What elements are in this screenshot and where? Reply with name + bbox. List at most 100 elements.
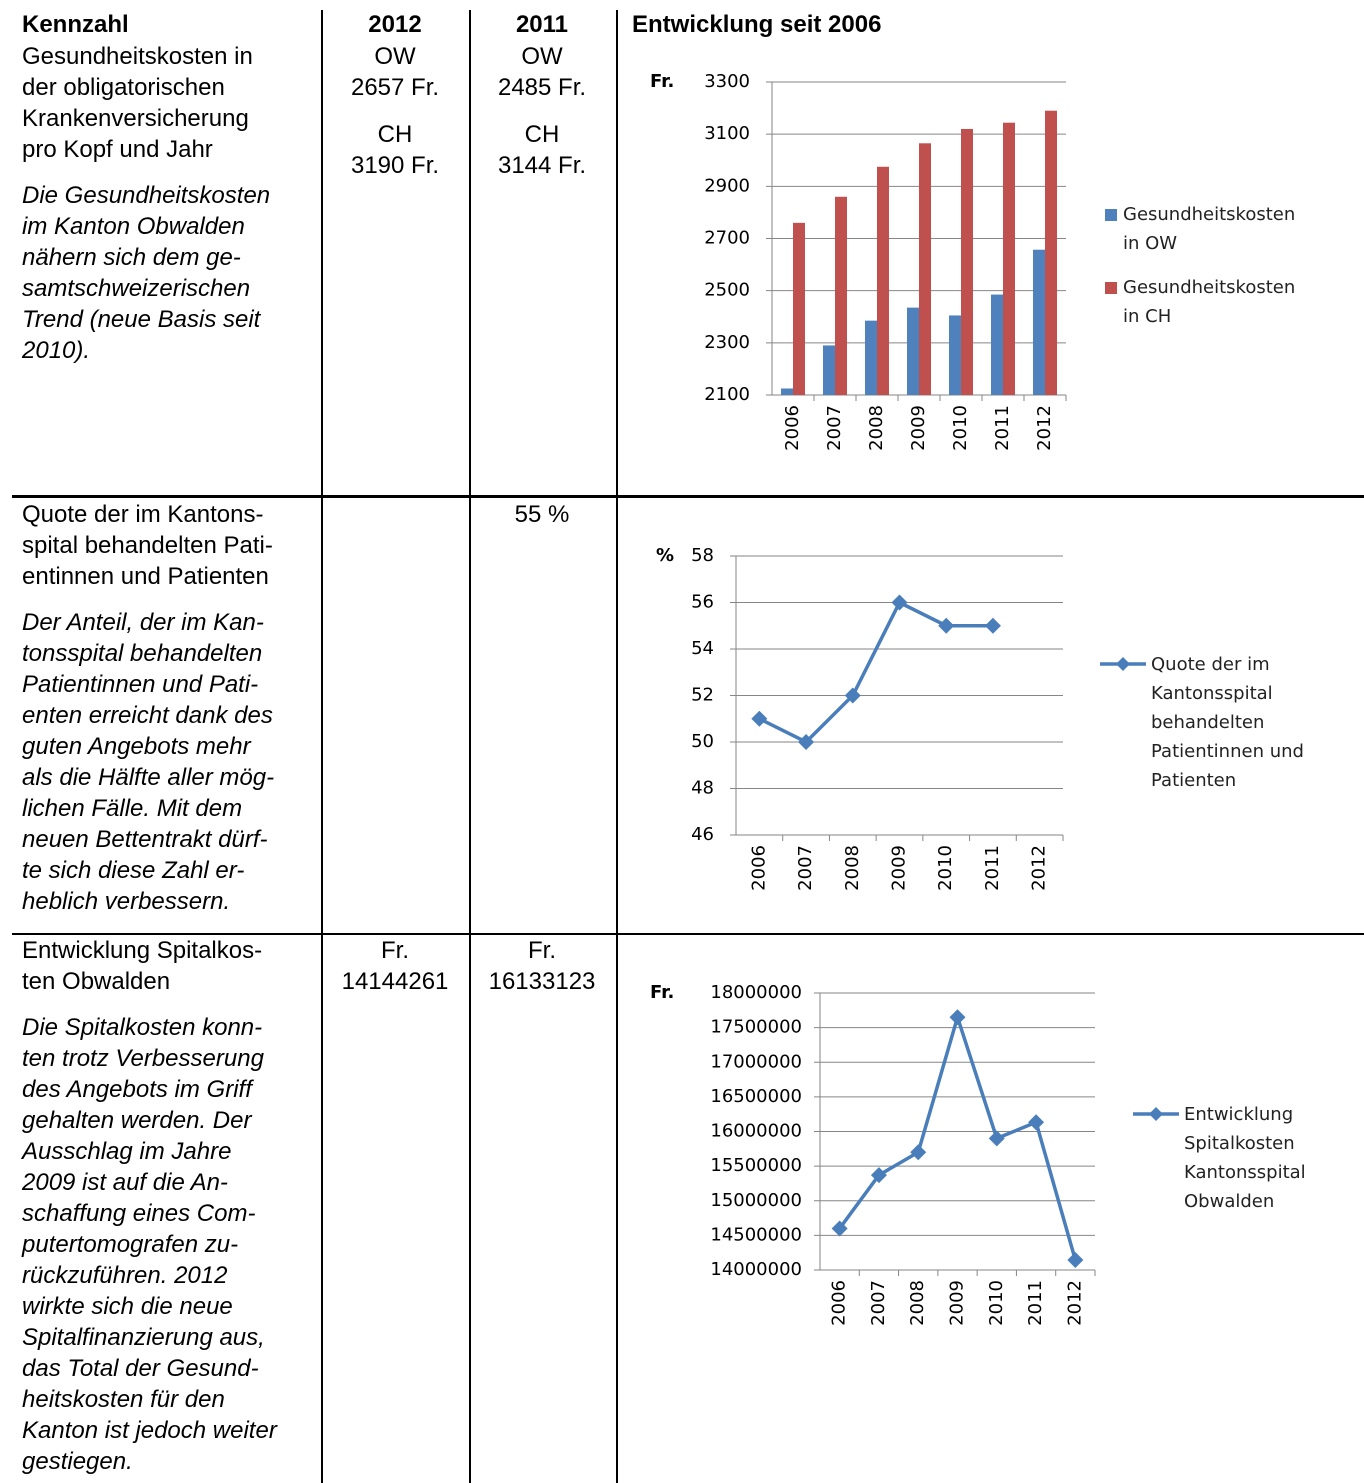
value-cell: CH (524, 121, 560, 148)
y-tick-label: 2900 (704, 175, 750, 196)
bar (1033, 249, 1045, 395)
value-cell: 2657 Fr. (350, 74, 440, 101)
row-title: Quote der im Kantons- (22, 501, 264, 528)
value-cell: 2485 Fr. (497, 74, 587, 101)
x-tick-label: 2011 (1025, 1280, 1046, 1326)
marker (1067, 1252, 1084, 1269)
row-description: Spitalfinanzierung aus, (22, 1324, 265, 1351)
x-tick-label: 2010 (986, 1280, 1007, 1326)
row-description: das Total der Gesund- (22, 1355, 259, 1382)
marker (870, 1167, 887, 1184)
marker (891, 594, 908, 611)
table-rule (12, 933, 1364, 935)
row-title: Entwicklung Spitalkos- (22, 937, 263, 964)
y-tick-label: 16000000 (710, 1121, 802, 1142)
x-tick-label: 2008 (907, 1280, 928, 1326)
y-axis-label: % (656, 545, 674, 566)
row-title: Krankenversicherung (22, 105, 249, 132)
legend-swatch (1149, 1107, 1163, 1121)
value-cell: Fr. (381, 937, 409, 964)
x-tick-label: 2010 (950, 405, 971, 451)
bar (877, 166, 889, 395)
y-tick-label: 58 (691, 545, 714, 566)
y-tick-label: 46 (691, 824, 714, 845)
row-description: enten erreicht dank des (22, 702, 273, 729)
x-tick-label: 2007 (795, 845, 816, 891)
x-tick-label: 2008 (866, 405, 887, 451)
header-cell: Entwicklung seit 2006 (632, 11, 882, 38)
row-description: Der Anteil, der im Kan- (22, 609, 264, 636)
y-tick-label: 56 (691, 592, 714, 613)
x-tick-label: 2009 (947, 1280, 968, 1326)
marker (910, 1144, 927, 1161)
legend-swatch (1116, 657, 1130, 671)
x-tick-label: 2011 (982, 845, 1003, 891)
y-tick-label: 17000000 (710, 1051, 802, 1072)
y-tick-label: 16500000 (710, 1086, 802, 1107)
bar (1045, 110, 1057, 396)
row-description: im Kanton Obwalden (22, 213, 245, 240)
row-title: spital behandelten Pati- (22, 532, 273, 559)
row-description: wirkte sich die neue (22, 1293, 233, 1320)
x-tick-label: 2011 (992, 405, 1013, 451)
row-description: heblich verbessern. (22, 888, 231, 915)
bar (835, 196, 847, 395)
legend-label: Gesundheitskosten in OW (1123, 204, 1296, 254)
y-tick-label: 3300 (704, 71, 750, 92)
value-cell: 55 % (514, 501, 570, 528)
y-tick-label: 3100 (704, 123, 750, 144)
y-tick-label: 17500000 (710, 1017, 802, 1038)
row-description: neuen Bettentrakt dürf- (22, 826, 268, 853)
row-description: gehalten werden. Der (22, 1107, 252, 1134)
marker (938, 617, 955, 634)
bar (919, 143, 931, 395)
header-cell: 2012 (368, 11, 422, 38)
table-rule (469, 10, 471, 1483)
row-description: Trend (neue Basis seit (22, 306, 261, 333)
row-description: lichen Fälle. Mit dem (22, 795, 243, 822)
x-tick-label: 2012 (1029, 845, 1050, 891)
line (758, 600, 993, 745)
row-description: te sich diese Zahl er- (22, 857, 245, 884)
bar (865, 320, 877, 395)
legend-label: Quote der im Kantonsspital behandelten P… (1151, 654, 1304, 791)
row-description: tonsspital behandelten (22, 640, 263, 667)
value-cell: 3190 Fr. (350, 152, 440, 179)
value-cell: 3144 Fr. (497, 152, 587, 179)
y-tick-label: 15000000 (710, 1190, 802, 1211)
table-rule (616, 10, 618, 1483)
row-description: als die Hälfte aller mög- (22, 764, 275, 791)
row-description: Die Spitalkosten konn- (22, 1014, 263, 1041)
row-title: entinnen und Patienten (22, 563, 269, 590)
table-rule (321, 10, 323, 1483)
marker (984, 617, 1001, 634)
y-tick-label: 14000000 (710, 1259, 802, 1280)
bar (991, 294, 1003, 395)
row-description: samtschweizerischen (22, 275, 251, 302)
value-cell: 14144261 (341, 968, 449, 995)
marker (798, 734, 815, 750)
marker (988, 1130, 1005, 1147)
y-tick-label: 14500000 (710, 1224, 802, 1245)
marker (751, 710, 768, 727)
x-tick-label: 2007 (868, 1280, 889, 1326)
row-description: Die Gesundheitskosten (22, 182, 271, 209)
row-description: Patientinnen und Pati- (22, 671, 259, 698)
row-description: gestiegen. (22, 1448, 133, 1475)
row-description: heitskosten für den (22, 1386, 225, 1413)
row-description: 2010). (22, 337, 91, 364)
x-tick-label: 2008 (842, 845, 863, 891)
row-description: schaffung eines Com- (22, 1200, 256, 1227)
header-cell: Kennzahl (22, 11, 129, 38)
value-cell: Fr. (528, 937, 556, 964)
value-cell: CH (377, 121, 413, 148)
bar (781, 388, 793, 395)
x-tick-label: 2006 (829, 1280, 850, 1326)
marker (949, 1009, 966, 1026)
legend-label: Entwicklung Spitalkosten Kantonsspital O… (1184, 1104, 1306, 1212)
y-tick-label: 54 (691, 638, 714, 659)
row-description: guten Angebots mehr (22, 733, 251, 760)
y-tick-label: 52 (691, 685, 714, 706)
